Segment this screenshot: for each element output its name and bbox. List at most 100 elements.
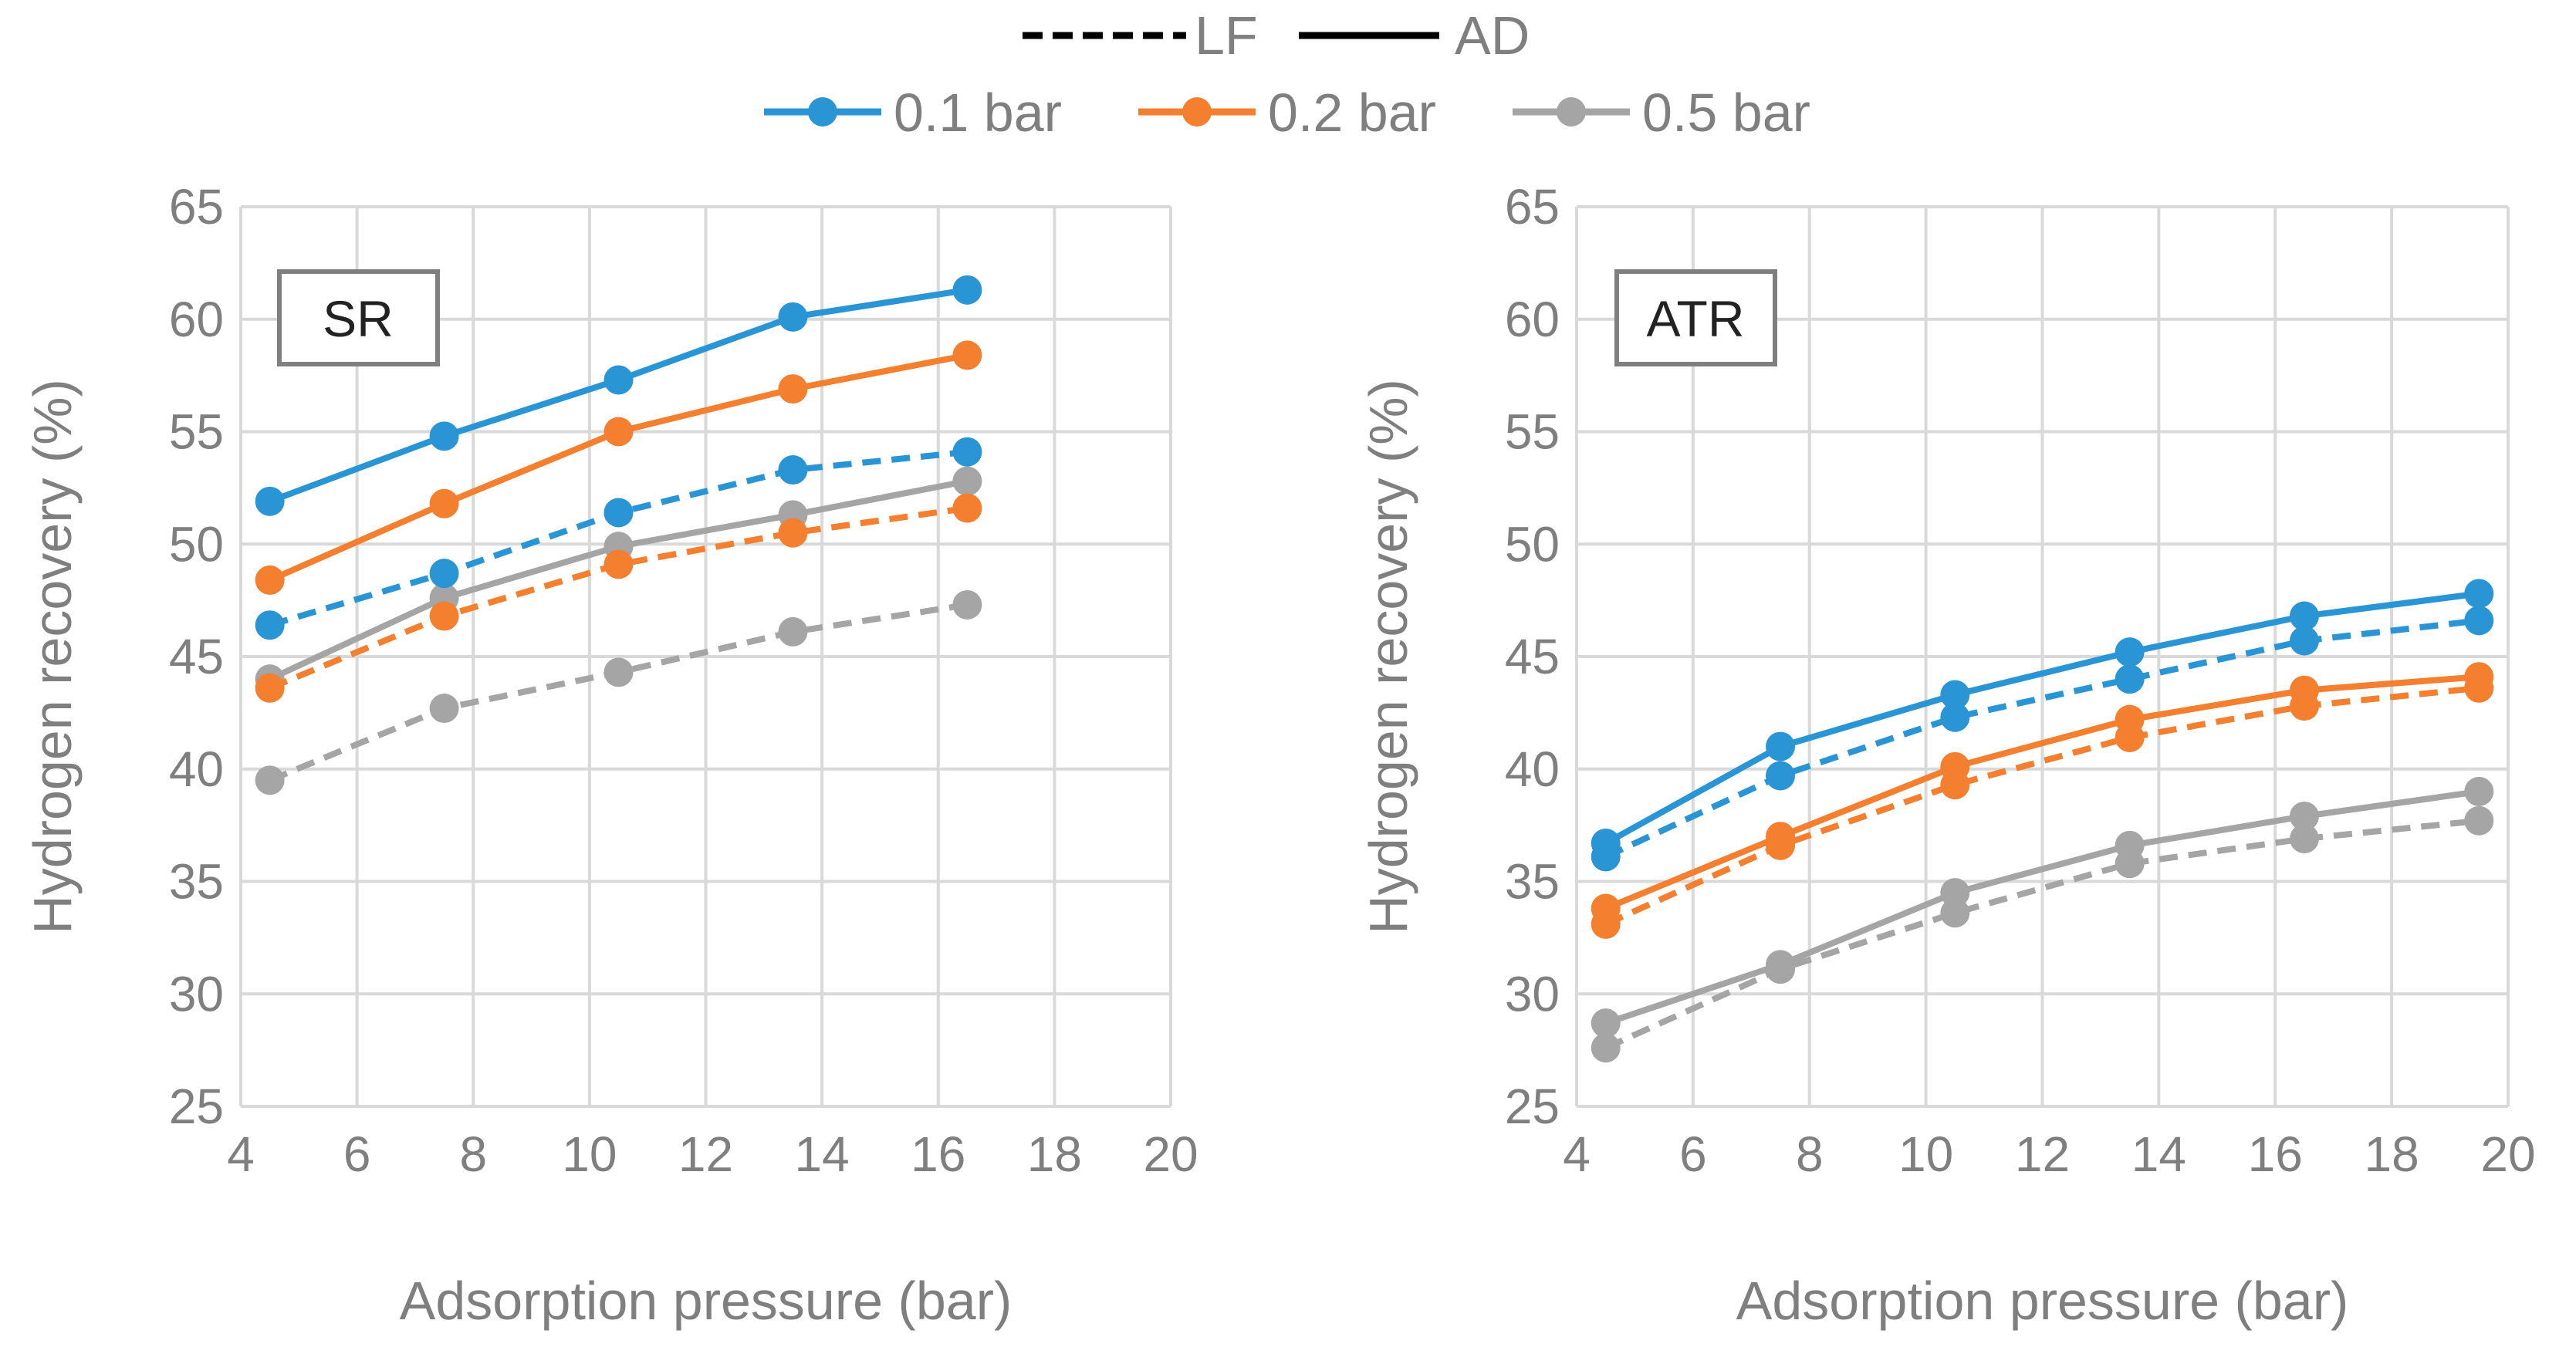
legend-02bar-label: 0.2 bar: [1268, 83, 1436, 143]
sr-data-point: [429, 421, 459, 451]
sr-y-tick: 35: [169, 854, 224, 910]
legend-05bar-label: 0.5 bar: [1642, 83, 1810, 143]
atr-x-tick: 6: [1679, 1126, 1707, 1182]
sr-data-point: [952, 589, 982, 620]
legend-05bar-marker: [1557, 97, 1586, 127]
sr-x-tick: 6: [343, 1126, 371, 1182]
sr-data-point: [255, 673, 285, 703]
atr-data-point: [1766, 954, 1796, 984]
atr-series-line-2: [1604, 788, 2480, 1026]
atr-series: [1591, 579, 2494, 1063]
atr-data-point: [1940, 770, 1970, 800]
sr-data-point: [778, 616, 808, 647]
sr-data-point: [603, 657, 634, 687]
atr-data-point: [1766, 731, 1796, 761]
atr-data-point: [2464, 805, 2494, 836]
atr-data-point: [2464, 579, 2494, 609]
sr-data-point: [255, 565, 285, 595]
sr-data-point: [603, 549, 634, 579]
sr-data-point: [778, 374, 808, 404]
sr-x-tick: 18: [1027, 1126, 1082, 1182]
legend-01bar-marker: [808, 97, 837, 127]
atr-series-line-1: [1604, 674, 2480, 912]
sr-y-axis-title: Hydrogen recovery (%): [22, 379, 83, 934]
atr-data-point: [1940, 702, 1970, 732]
sr-data-point: [255, 486, 285, 516]
sr-y-tick: 40: [169, 741, 224, 797]
atr-x-tick: 8: [1796, 1126, 1824, 1182]
sr-data-point: [603, 365, 634, 395]
sr-x-axis-title: Adsorption pressure (bar): [400, 1271, 1012, 1331]
atr-data-point: [1591, 1008, 1621, 1038]
sr-panel-label: SR: [323, 290, 394, 347]
sr-panel: 25 30 35 40 45 50 55 60 65 4 6 8 10 12 14 16 18 20 Hydro…: [22, 179, 1198, 1331]
sr-data-point: [952, 437, 982, 467]
atr-data-point: [2464, 673, 2494, 703]
atr-x-tick: 10: [1898, 1126, 1953, 1182]
atr-series-line-3: [1604, 617, 2480, 860]
legend-01bar-label: 0.1 bar: [894, 83, 1062, 143]
atr-y-tick: 55: [1505, 404, 1560, 460]
atr-y-tick: 65: [1505, 179, 1560, 235]
atr-panel-label: ATR: [1646, 290, 1744, 347]
sr-y-tick: 65: [169, 179, 224, 235]
sr-data-point: [255, 765, 285, 795]
legend-color-row: 0.1 bar 0.2 bar 0.5 bar: [764, 83, 1810, 143]
atr-data-point: [2289, 601, 2319, 631]
atr-y-tick: 50: [1505, 516, 1560, 572]
legend-lf-label: LF: [1195, 5, 1258, 66]
sr-data-point: [952, 493, 982, 523]
sr-panel-label-box: [277, 269, 440, 366]
atr-x-tick: 4: [1563, 1126, 1591, 1182]
sr-y-tick: 50: [169, 516, 224, 572]
sr-data-point: [778, 518, 808, 548]
legend-style-row: LF AD: [1023, 5, 1530, 66]
sr-series: [255, 275, 982, 795]
atr-data-point: [1940, 898, 1970, 928]
sr-x-tick: 12: [678, 1126, 733, 1182]
sr-y-tick: 55: [169, 404, 224, 460]
sr-data-point: [429, 488, 459, 518]
sr-y-tick: 25: [169, 1079, 224, 1134]
atr-series-line-4: [1604, 684, 2480, 927]
atr-data-point: [2115, 849, 2145, 879]
atr-panel-label-box: [1614, 269, 1777, 366]
sr-y-tick: 30: [169, 966, 224, 1021]
sr-y-tick: 45: [169, 629, 224, 684]
atr-panel: 25 30 35 40 45 50 55 60 65 4 6 8 10 12 14 16 18 20 Hydro…: [1358, 179, 2536, 1331]
sr-data-point: [429, 601, 459, 631]
sr-data-point: [603, 417, 634, 447]
atr-series-line-0: [1604, 590, 2480, 846]
atr-y-tick: 45: [1505, 629, 1560, 684]
sr-x-tick: 20: [1143, 1126, 1198, 1182]
sr-data-point: [429, 694, 459, 724]
atr-y-tick: 60: [1505, 292, 1560, 347]
atr-data-point: [2115, 722, 2145, 752]
atr-data-point: [2289, 824, 2319, 854]
sr-data-point: [778, 455, 808, 485]
atr-x-axis-title: Adsorption pressure (bar): [1736, 1271, 2349, 1331]
sr-data-point: [778, 302, 808, 332]
sr-y-tick-labels: 25 30 35 40 45 50 55 60 65: [169, 179, 224, 1134]
atr-y-tick: 30: [1505, 966, 1560, 1021]
sr-series-line-4: [269, 505, 968, 691]
sr-data-point: [952, 466, 982, 496]
sr-x-tick-labels: 4 6 8 10 12 14 16 18 20: [227, 1126, 1198, 1182]
atr-x-tick: 12: [2015, 1126, 2070, 1182]
atr-data-point: [2289, 626, 2319, 656]
sr-data-point: [603, 498, 634, 528]
atr-data-point: [2464, 606, 2494, 636]
atr-y-tick-labels: 25 30 35 40 45 50 55 60 65: [1505, 179, 1560, 1134]
atr-x-tick: 16: [2248, 1126, 2303, 1182]
atr-y-axis-title: Hydrogen recovery (%): [1358, 379, 1418, 934]
atr-data-point: [2289, 801, 2319, 831]
legend-02bar-marker: [1182, 97, 1212, 127]
atr-data-point: [1766, 830, 1796, 860]
sr-data-point: [952, 340, 982, 370]
sr-x-tick: 8: [459, 1126, 487, 1182]
atr-data-point: [1591, 1033, 1621, 1063]
atr-data-point: [2464, 776, 2494, 806]
sr-data-point: [952, 275, 982, 305]
sr-x-tick: 16: [911, 1126, 965, 1182]
